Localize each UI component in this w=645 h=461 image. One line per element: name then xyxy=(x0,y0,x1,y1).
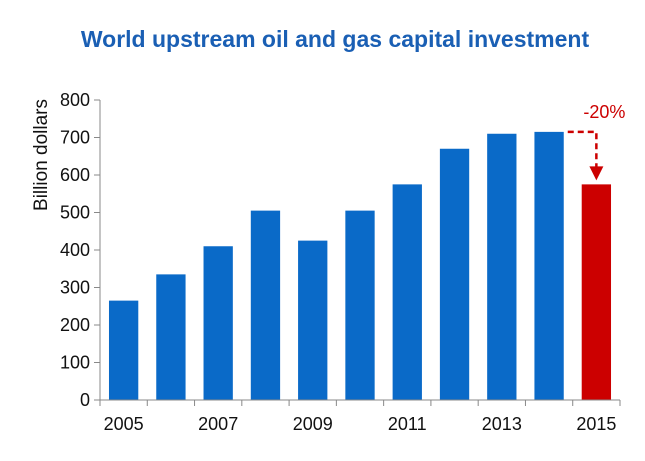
y-tick-label-600: 600 xyxy=(60,165,90,185)
y-tick-label-800: 800 xyxy=(60,90,90,110)
y-tick-label-500: 500 xyxy=(60,203,90,223)
x-tick-label-2015: 2015 xyxy=(576,414,616,434)
annotation-label: -20% xyxy=(583,102,625,122)
x-tick-label-2011: 2011 xyxy=(388,414,427,434)
annotation-arrowhead xyxy=(589,166,604,181)
x-tick-label-2005: 2005 xyxy=(104,414,144,434)
bar-2013 xyxy=(487,133,517,400)
bar-2005 xyxy=(108,300,139,400)
y-tick-label-700: 700 xyxy=(60,128,90,148)
y-tick-label-400: 400 xyxy=(60,240,90,260)
chart-title: World upstream oil and gas capital inves… xyxy=(81,26,590,52)
bar-2006 xyxy=(156,274,186,400)
bar-2007 xyxy=(203,246,233,400)
x-tick-label-2009: 2009 xyxy=(293,414,333,434)
bar-2009 xyxy=(298,240,328,400)
bar-2014 xyxy=(534,131,564,400)
bar-2015 xyxy=(581,184,612,400)
bar-2011 xyxy=(392,184,422,400)
bar-2008 xyxy=(250,210,281,400)
y-tick-label-0: 0 xyxy=(80,390,90,410)
plot-area: 0 100 200 300 400 500 600 700 800 2005 2007 2009 201… xyxy=(60,90,625,434)
bar-2010 xyxy=(345,210,375,400)
y-tick-label-300: 300 xyxy=(60,278,90,298)
x-tick-label-2013: 2013 xyxy=(482,414,522,434)
y-tick-label-100: 100 xyxy=(60,353,90,373)
y-axis-label: Billion dollars xyxy=(31,99,52,211)
bar-2012 xyxy=(439,148,470,400)
annotation-arrow-line xyxy=(567,130,598,169)
y-tick-label-200: 200 xyxy=(60,315,90,335)
x-tick-label-2007: 2007 xyxy=(198,414,238,434)
